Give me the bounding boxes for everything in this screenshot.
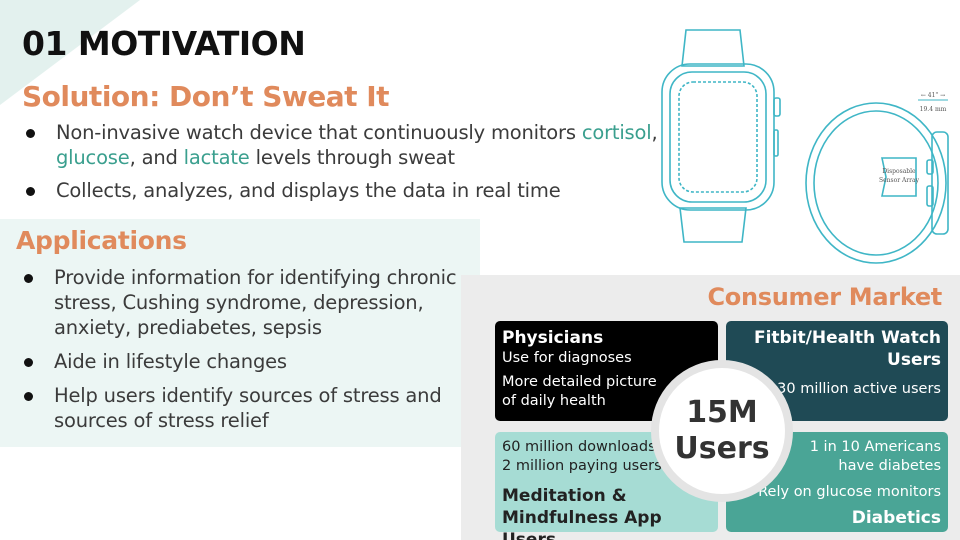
application-bullet-item: Help users identify sources of stress an… [20,383,470,433]
bullet-text: , and [129,146,184,169]
bullet-text: Non-invasive watch device that continuou… [56,121,582,144]
consumer-market-heading: Consumer Market [707,283,942,311]
highlighted-term: glucose [56,146,130,169]
bullet-text: Help users identify sources of stress an… [54,384,442,432]
meditation-title-line1: Meditation & [502,486,627,506]
bullet-text: , [651,121,658,144]
watch-bezel [669,71,767,203]
band-label-line1: Disposable [882,168,916,175]
meditation-line2: 2 million paying users [502,458,662,474]
physicians-line1: Use for diagnoses [502,350,632,366]
bullet-dot-icon [26,187,35,196]
solution-heading: Solution: Don’t Sweat It [22,80,390,113]
highlighted-term: lactate [183,146,250,169]
applications-bullet-list: Provide information for identifying chro… [20,265,470,442]
diabetics-line2: have diabetes [838,458,941,474]
applications-panel [0,219,480,447]
solution-bullet-list: Non-invasive watch device that continuou… [22,120,662,211]
corner-decoration [0,0,140,105]
diabetics-line1: 1 in 10 Americans [809,439,941,455]
bullet-text: Collects, analyzes, and displays the dat… [56,179,561,202]
total-users-number: 15M [686,395,758,430]
sensor-array-box [881,157,917,197]
watch-side-button [773,129,779,157]
application-bullet-item: Provide information for identifying chro… [20,265,470,340]
bullet-dot-icon [26,129,35,138]
physicians-line2: More detailed picture [502,374,657,390]
total-users-circle: 15M Users [651,360,793,502]
watch-illustration: Disposable Sensor Array ← 41" → 19.4 mm [661,29,949,264]
application-bullet-item: Aide in lifestyle changes [20,349,470,374]
applications-heading: Applications [16,226,187,255]
bullet-dot-icon [24,392,33,401]
bullet-text: Provide information for identifying chro… [54,266,457,339]
watch-side-crown [926,159,934,175]
watch-side-case [931,131,949,235]
meditation-title-line2: Mindfulness App Users [502,508,662,540]
dimension-label-line1: ← 41" → [921,92,945,99]
watch-band-top [681,29,745,67]
solution-bullet-item: Collects, analyzes, and displays the dat… [22,178,662,203]
bullet-dot-icon [24,358,33,367]
meditation-line1: 60 million downloads [502,439,656,455]
bullet-text: levels through sweat [249,146,455,169]
physicians-title: Physicians [502,328,604,348]
watch-side-button-2 [926,185,934,207]
physicians-line3: of daily health [502,393,606,409]
watch-crown [773,97,781,117]
fitbit-title-line2: Users [887,350,941,370]
watch-band-bottom [679,207,747,243]
fitbit-line1: 30 million active users [777,381,941,397]
solution-bullet-item: Non-invasive watch device that continuou… [22,120,662,170]
watch-screen [678,81,758,193]
highlighted-term: cortisol [581,121,652,144]
watch-side-view [805,99,949,264]
watch-front-view [661,29,781,243]
watch-strap-outer [805,102,947,264]
diabetics-line3: Rely on glucose monitors [758,484,941,500]
dimension-label-line2: 19.4 mm [920,106,947,113]
slide-title: 01 MOTIVATION [22,24,306,63]
bullet-dot-icon [24,274,33,283]
bullet-text: Aide in lifestyle changes [54,350,287,373]
watch-strap-inner [813,110,939,256]
fitbit-title-line1: Fitbit/Health Watch [753,328,941,348]
diabetics-title: Diabetics [851,508,941,528]
band-label-line2: Sensor Array [879,177,920,184]
total-users-label: Users [674,431,770,466]
